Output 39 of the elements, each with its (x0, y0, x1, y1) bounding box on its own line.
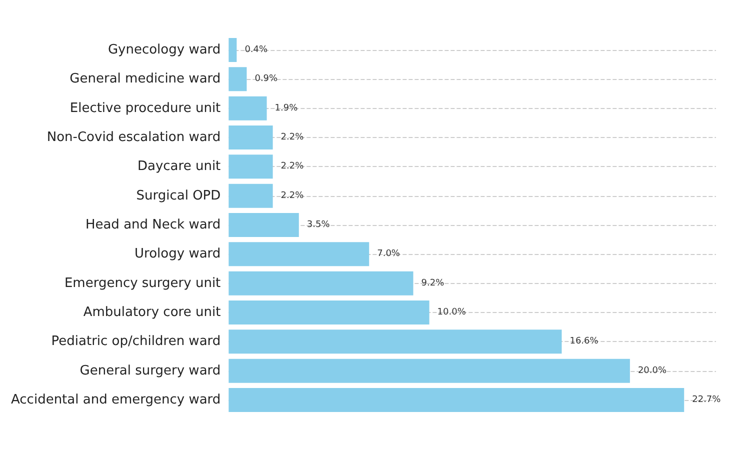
y-tick-label: Ambulatory core unit (83, 305, 221, 320)
data-label: 10.0% (437, 308, 466, 318)
bar (228, 96, 267, 120)
y-tick-label: Non-Covid escalation ward (46, 130, 221, 145)
bar (228, 38, 237, 62)
bar (228, 271, 414, 296)
data-label: 9.2% (421, 278, 445, 288)
data-label: 2.2% (280, 162, 304, 172)
data-label: 7.0% (377, 249, 400, 260)
bar (228, 300, 430, 324)
bar (228, 126, 273, 150)
data-label: 2.2% (280, 190, 304, 201)
y-tick-label: Daycare unit (137, 159, 221, 174)
data-label: 0.4% (244, 45, 268, 55)
data-label: 20.0% (638, 366, 667, 376)
y-tick-label: Gynecology ward (108, 42, 221, 58)
y-tick-label: Accidental and emergency ward (10, 392, 221, 408)
y-tick-label: Emergency surgery unit (64, 276, 221, 291)
data-label: 0.9% (254, 74, 278, 84)
data-label: 1.9% (274, 103, 298, 114)
y-tick-label: Pediatric op/children ward (51, 334, 221, 350)
bar (228, 388, 684, 412)
data-label: 3.5% (306, 220, 330, 230)
bar (228, 242, 370, 266)
y-tick-label: General medicine ward (70, 72, 221, 87)
y-tick-label: Urology ward (134, 246, 221, 262)
y-tick-label: Elective procedure unit (70, 100, 221, 116)
bar (228, 213, 299, 237)
y-tick-label: General surgery ward (80, 363, 221, 378)
bar (228, 358, 630, 383)
data-label: 16.6% (570, 336, 599, 347)
y-tick-label: Surgical OPD (136, 188, 221, 204)
y-tick-label: Head and Neck ward (85, 218, 221, 232)
bar (228, 184, 273, 208)
bar (228, 330, 562, 354)
bar (228, 67, 247, 92)
bar (228, 154, 273, 179)
data-label: 2.2% (280, 132, 304, 142)
data-label: 22.7% (692, 395, 722, 405)
